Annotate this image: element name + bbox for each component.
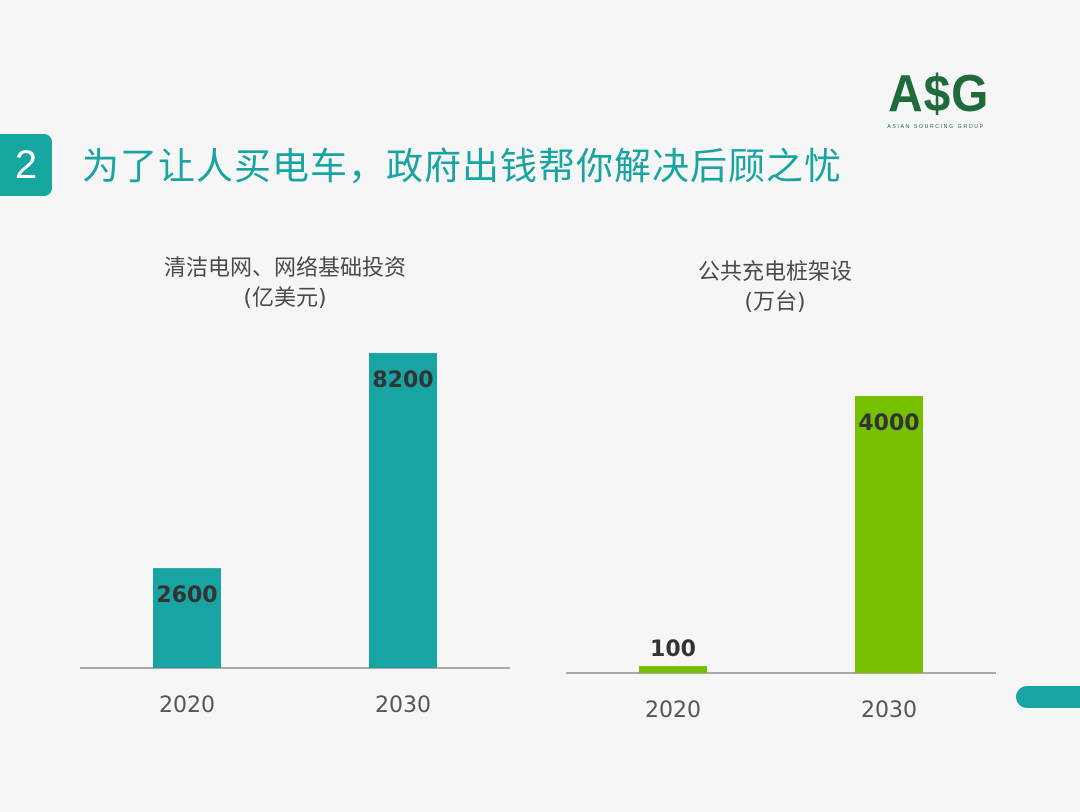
chart1-data-label-2020: 2600 <box>156 583 217 608</box>
page-title: 为了让人买电车，政府出钱帮你解决后顾之忧 <box>82 145 842 188</box>
section-number-badge: 2 <box>0 134 52 196</box>
chart2-data-label-2030: 4000 <box>858 411 919 436</box>
logo-wordmark: A$G <box>888 65 990 123</box>
chart2-tick-label-2030: 2030 <box>861 698 917 723</box>
chart2-title: 公共充电桩架设 (万台) <box>610 258 940 318</box>
chart2-bar-2030 <box>855 396 923 673</box>
chart1-bar-2030 <box>369 353 437 668</box>
chart1-bar-2020 <box>153 568 221 668</box>
chart1-title-text: 清洁电网、网络基础投资 <box>163 256 406 281</box>
chart2-subtitle: (万台) <box>744 290 806 315</box>
logo-tagline: ASIAN SOURCING GROUP <box>887 124 985 130</box>
chart2-title-text: 公共充电桩架设 <box>697 260 852 285</box>
chart1-tick-label-2030: 2030 <box>375 693 431 718</box>
side-tab-decoration <box>1016 686 1080 708</box>
chart1-data-label-2030: 8200 <box>372 368 433 393</box>
chart2-bar-2020 <box>639 666 707 673</box>
chart1-subtitle: (亿美元) <box>243 286 327 311</box>
asg-logo: A$G ASIAN SOURCING GROUP <box>884 66 988 136</box>
chart2-tick-label-2020: 2020 <box>645 698 701 723</box>
chart2-data-label-2020: 100 <box>650 637 696 662</box>
chart1-title: 清洁电网、网络基础投资 (亿美元) <box>120 254 450 314</box>
chart1-tick-label-2020: 2020 <box>159 693 215 718</box>
